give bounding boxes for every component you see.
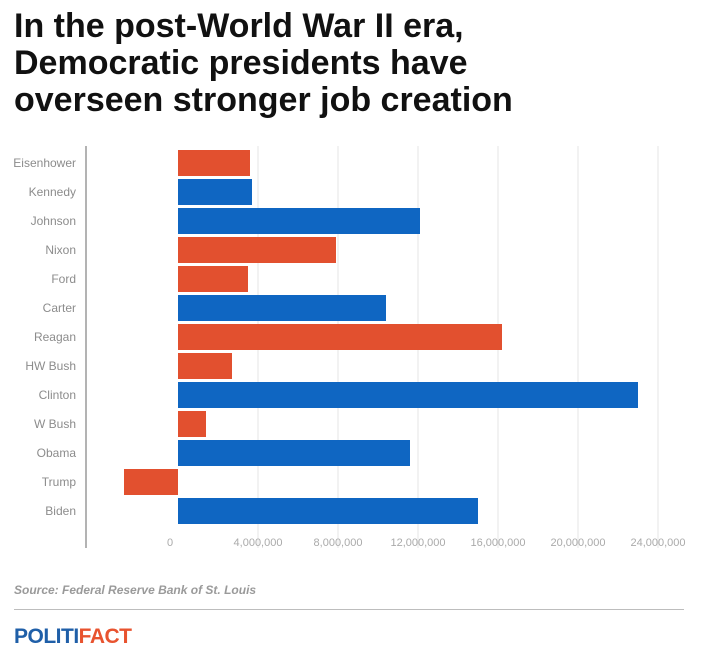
- bar-carter: [178, 295, 386, 321]
- category-label: Obama: [37, 446, 77, 460]
- category-label: W Bush: [34, 417, 76, 431]
- chart-title: In the post-World War II era, Democratic…: [14, 8, 694, 119]
- logo-part-politi: POLITI: [14, 625, 79, 648]
- category-label: Kennedy: [29, 185, 76, 199]
- bar-obama: [178, 440, 410, 466]
- bar-trump: [124, 469, 178, 495]
- source-note: Source: Federal Reserve Bank of St. Loui…: [14, 583, 257, 597]
- bar-clinton: [178, 382, 638, 408]
- category-label: Johnson: [31, 214, 76, 228]
- category-label: Clinton: [39, 388, 76, 402]
- x-tick-label: 12,000,000: [390, 537, 445, 549]
- bar-hw-bush: [178, 353, 232, 379]
- category-label: Reagan: [34, 330, 76, 344]
- category-label: Eisenhower: [13, 156, 76, 170]
- x-tick-label: 24,000,000: [630, 537, 685, 549]
- bars: [124, 150, 638, 524]
- bar-kennedy: [178, 179, 252, 205]
- category-label: HW Bush: [25, 359, 76, 373]
- x-tick-label: 8,000,000: [314, 537, 363, 549]
- logo-part-fact: FACT: [78, 625, 132, 648]
- category-labels: Eisenhower Kennedy Johnson Nixon Ford Carter R…: [13, 156, 76, 518]
- x-tick-label: 0: [167, 537, 173, 549]
- x-tick-label: 4,000,000: [234, 537, 283, 549]
- bar-chart: Eisenhower Kennedy Johnson Nixon Ford Carter R…: [13, 146, 686, 549]
- category-label: Carter: [43, 301, 76, 315]
- bar-nixon: [178, 237, 336, 263]
- bar-johnson: [178, 208, 420, 234]
- category-label: Nixon: [45, 243, 76, 257]
- category-label: Trump: [42, 475, 77, 489]
- bar-biden: [178, 498, 478, 524]
- bar-w-bush: [178, 411, 206, 437]
- bar-ford: [178, 266, 248, 292]
- title-line-3: overseen stronger job creation: [14, 81, 513, 119]
- category-label: Ford: [51, 272, 76, 286]
- title-line-1: In the post-World War II era,: [14, 7, 464, 45]
- footer-divider: [14, 609, 684, 610]
- bar-eisenhower: [178, 150, 250, 176]
- x-tick-label: 20,000,000: [550, 537, 605, 549]
- bar-reagan: [178, 324, 502, 350]
- x-tick-labels: 0 4,000,000 8,000,000 12,000,000 16,000,000 2…: [167, 537, 686, 549]
- title-line-2: Democratic presidents have: [14, 44, 468, 82]
- x-tick-label: 16,000,000: [470, 537, 525, 549]
- politifact-logo: POLITIFACT: [14, 624, 132, 650]
- category-label: Biden: [45, 504, 76, 518]
